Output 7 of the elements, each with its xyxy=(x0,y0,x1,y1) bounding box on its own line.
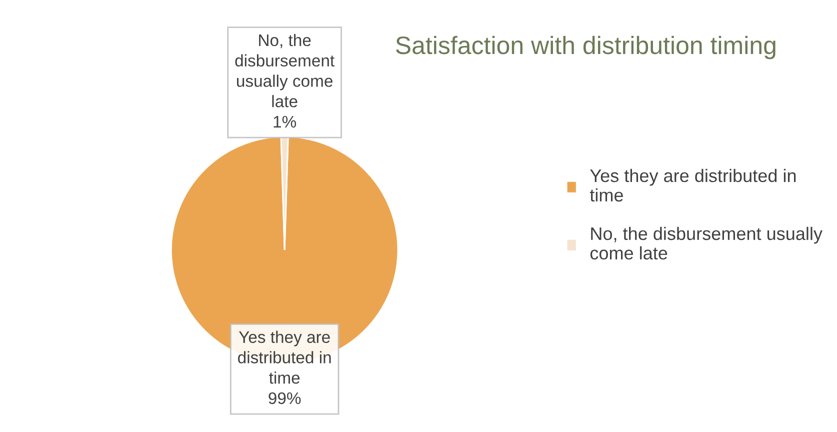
slice-label: No, the disbursement usually come late xyxy=(235,34,334,108)
data-label: 99% xyxy=(268,392,301,404)
slice-label: Yes they are distributed in time xyxy=(238,330,331,384)
legend-label: Yes they are distributed in time xyxy=(590,168,796,202)
data-label: 1% xyxy=(274,116,296,128)
chart-title: Satisfaction with distribution timing xyxy=(396,36,776,60)
legend-label: No, the disbursement usually come late xyxy=(590,226,822,260)
